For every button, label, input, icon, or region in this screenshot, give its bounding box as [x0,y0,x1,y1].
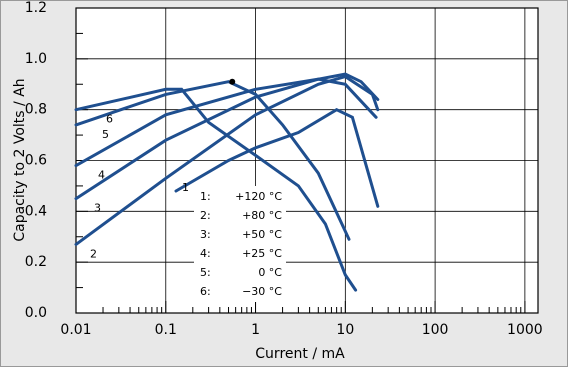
series-line [174,107,380,208]
legend-key: 4: [200,247,211,260]
x-tick-label: 1 [251,322,260,338]
curve-label: 5 [102,128,109,141]
legend-entry: +25 °C [242,247,282,260]
y-axis-label: Capacity to 2 Volts / Ah [12,78,28,241]
legend-key: 2: [200,209,211,222]
x-tick-label: 1000 [507,322,543,338]
legend-key: 3: [200,228,211,241]
y-tick-label: 1.0 [25,51,47,67]
series-line [74,80,351,241]
y-tick-label: 0.6 [25,153,47,169]
legend-key: 1: [200,190,211,203]
curve-label: 4 [98,169,105,182]
x-axis-label: Current / mA [255,346,345,362]
plot-frame [75,7,539,314]
x-tick-label: 100 [422,322,449,338]
series-line [74,77,378,168]
curve-label: 6 [106,113,113,126]
series-line [74,87,358,292]
curve-label: 3 [94,202,101,215]
y-tick-label: 1.2 [25,0,47,16]
x-tick-label: 0.01 [60,322,91,338]
legend-entry: +120 °C [235,190,282,203]
y-tick-label: 0.8 [25,102,47,118]
legend-entry: +50 °C [242,228,282,241]
legend-key: 6: [200,285,211,298]
curve-label: 1 [182,181,189,194]
y-tick-label: 0.4 [25,203,47,219]
x-tick-label: 0.1 [155,322,177,338]
legend-entry: 0 °C [258,266,282,279]
x-tick-label: 10 [336,322,354,338]
legend [194,186,286,302]
marker [229,78,236,85]
curve-label: 2 [90,247,97,260]
legend-entry: +80 °C [242,209,282,222]
legend-entry: −30 °C [242,285,282,298]
legend-key: 5: [200,266,211,279]
y-tick-label: 0.0 [25,305,47,321]
y-tick-label: 0.2 [25,254,47,270]
